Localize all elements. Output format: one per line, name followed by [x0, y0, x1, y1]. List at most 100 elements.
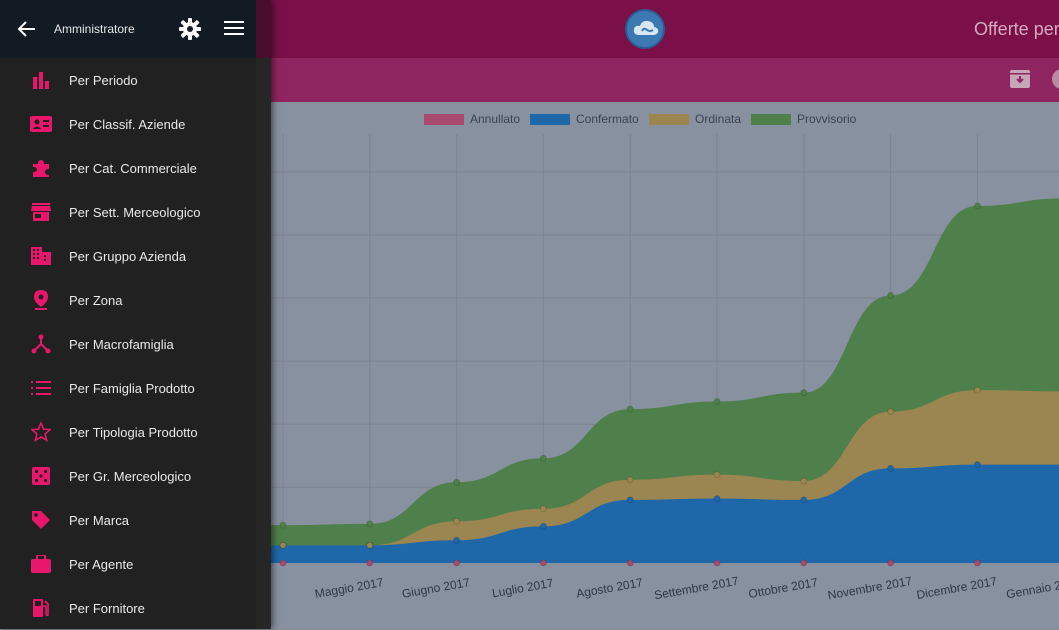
nav-item-label: Per Gr. Merceologico	[69, 469, 192, 484]
legend-item-confermato[interactable]: Confermato	[530, 112, 639, 126]
cloud-logo-icon[interactable]	[625, 9, 665, 49]
gear-icon[interactable]	[179, 18, 201, 40]
data-point	[539, 454, 547, 462]
nav-item-per-famiglia-prodotto[interactable]: Per Famiglia Prodotto	[14, 366, 256, 410]
data-point	[453, 478, 461, 486]
x-tick-label: Gennaio 2018	[1005, 575, 1059, 602]
data-point	[366, 559, 374, 567]
legend-label: Annullato	[470, 112, 521, 126]
data-point	[279, 521, 287, 529]
data-point	[713, 559, 721, 567]
account-icon[interactable]	[1052, 69, 1059, 89]
nav-item-per-cat-commerciale[interactable]: Per Cat. Commerciale	[14, 146, 256, 190]
data-point	[279, 541, 287, 549]
data-point	[800, 496, 808, 504]
data-point	[453, 536, 461, 544]
location-pin-icon	[30, 289, 52, 311]
data-point	[713, 495, 721, 503]
drawer-scroll-edge	[256, 58, 271, 629]
data-point	[973, 461, 981, 469]
back-arrow-icon[interactable]	[17, 19, 37, 39]
nav-item-per-periodo[interactable]: Per Periodo	[14, 58, 256, 102]
id-card-icon	[30, 113, 52, 135]
nav-item-per-classif-aziende[interactable]: Per Classif. Aziende	[14, 102, 256, 146]
hub-icon	[30, 333, 52, 355]
data-point	[713, 471, 721, 479]
briefcase-icon	[30, 553, 52, 575]
data-point	[973, 202, 981, 210]
legend-label: Provvisorio	[797, 112, 857, 126]
nav-item-per-gr-merceologico[interactable]: Per Gr. Merceologico	[14, 454, 256, 498]
data-point	[453, 559, 461, 567]
nav-item-per-gruppo-azienda[interactable]: Per Gruppo Azienda	[14, 234, 256, 278]
data-point	[626, 496, 634, 504]
data-point	[887, 464, 895, 472]
legend-item-provvisorio[interactable]: Provvisorio	[751, 112, 856, 126]
drawer-header: Amministratore	[0, 0, 256, 58]
legend-label: Confermato	[576, 112, 639, 126]
list-icon	[30, 377, 52, 399]
nav-item-label: Per Agente	[69, 557, 134, 572]
x-tick-label: Luglio 2017	[491, 576, 555, 601]
data-point	[887, 292, 895, 300]
nav-item-label: Per Cat. Commerciale	[69, 161, 197, 176]
chart-legend: Annullato Confermato Ordinata Provvisori…	[0, 102, 1059, 132]
tag-icon	[30, 509, 52, 531]
dice-icon	[30, 465, 52, 487]
series-area-confermato	[200, 464, 1059, 563]
data-point	[539, 505, 547, 513]
x-tick-label: Settembre 2017	[653, 574, 740, 603]
bar-chart-icon	[30, 69, 52, 91]
nav-item-label: Per Macrofamiglia	[69, 337, 174, 352]
data-point	[626, 405, 634, 413]
nav-item-label: Per Gruppo Azienda	[69, 249, 187, 264]
nav-item-label: Per Sett. Merceologico	[69, 205, 201, 220]
nav-item-per-macrofamiglia[interactable]: Per Macrofamiglia	[14, 322, 256, 366]
nav-item-per-fornitore[interactable]: Per Fornitore	[14, 586, 256, 630]
x-tick-label: Maggio 2017	[314, 575, 385, 601]
puzzle-icon	[30, 157, 52, 179]
nav-item-label: Per Famiglia Prodotto	[69, 381, 195, 396]
data-point	[453, 517, 461, 525]
data-point	[366, 520, 374, 528]
nav-item-per-tipologia-prodotto[interactable]: Per Tipologia Prodotto	[14, 410, 256, 454]
user-name: Amministratore	[54, 22, 135, 36]
nav-item-label: Per Classif. Aziende	[69, 117, 186, 132]
data-point	[800, 559, 808, 567]
nav-item-label: Per Fornitore	[69, 601, 145, 616]
x-tick-label: Ottobre 2017	[747, 575, 819, 601]
nav-item-label: Per Tipologia Prodotto	[69, 425, 198, 440]
nav-item-per-zona[interactable]: Per Zona	[14, 278, 256, 322]
data-point	[800, 477, 808, 485]
x-tick-label: Giugno 2017	[401, 575, 471, 601]
building-icon	[30, 245, 52, 267]
data-point	[539, 559, 547, 567]
star-outline-icon	[30, 421, 52, 443]
x-tick-label: Novembre 2017	[827, 574, 914, 603]
nav-item-label: Per Zona	[69, 293, 123, 308]
drawer-header-edge	[256, 0, 271, 58]
x-tick-label: Dicembre 2017	[915, 574, 998, 602]
fuel-pump-icon	[30, 597, 52, 619]
nav-item-label: Per Marca	[69, 513, 129, 528]
data-point	[279, 559, 287, 567]
data-point	[713, 397, 721, 405]
legend-swatch	[751, 113, 791, 125]
legend-item-ordinata[interactable]: Ordinata	[649, 112, 741, 126]
drawer-nav-list: Per Periodo Per Classif. Aziende Per Cat…	[14, 58, 256, 630]
legend-swatch	[424, 113, 464, 125]
data-point	[366, 541, 374, 549]
legend-item-annullato[interactable]: Annullato	[424, 112, 520, 126]
legend-label: Ordinata	[695, 112, 742, 126]
nav-item-per-marca[interactable]: Per Marca	[14, 498, 256, 542]
hamburger-menu-icon[interactable]	[224, 20, 244, 36]
data-point	[626, 559, 634, 567]
store-icon	[30, 201, 52, 223]
nav-item-per-sett-merceologico[interactable]: Per Sett. Merceologico	[14, 190, 256, 234]
archive-download-icon[interactable]	[1010, 70, 1030, 88]
nav-item-per-agente[interactable]: Per Agente	[14, 542, 256, 586]
data-point	[887, 559, 895, 567]
data-point	[973, 559, 981, 567]
legend-swatch	[649, 113, 689, 125]
